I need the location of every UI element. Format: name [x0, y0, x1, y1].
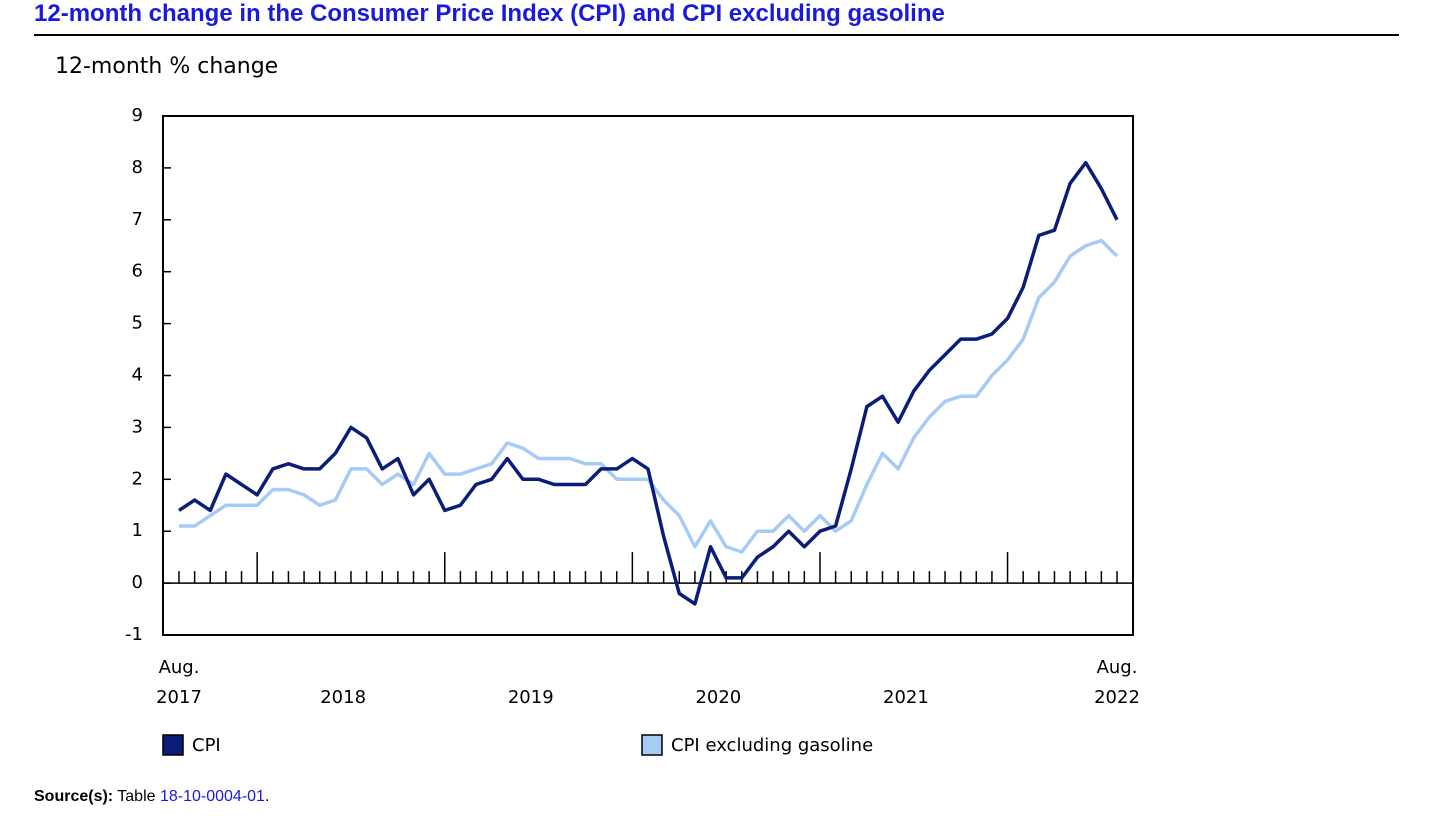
- y-tick-label: 5: [132, 313, 143, 334]
- y-tick-label: 7: [132, 209, 143, 230]
- legend-swatch: [641, 734, 663, 756]
- y-tick-label: 9: [132, 105, 143, 126]
- x-tick-label: 2017: [156, 687, 202, 708]
- legend-swatch: [162, 734, 184, 756]
- y-tick-label: -1: [125, 624, 143, 645]
- y-tick-label: 1: [132, 520, 143, 541]
- source-link[interactable]: 18-10-0004-01: [159, 788, 265, 805]
- x-tick-label: 2019: [508, 687, 554, 708]
- y-tick-label: 6: [132, 261, 143, 282]
- x-tick-label: Aug.: [159, 657, 200, 678]
- x-tick-label: 2020: [695, 687, 741, 708]
- y-tick-label: 2: [132, 468, 143, 489]
- source-end: .: [264, 788, 270, 805]
- x-tick-label: 2022: [1094, 687, 1140, 708]
- chart: 12-month % change -1 0 1 2 3 4 5 6 7 8 9 Aug. 2017 20…: [55, 54, 1140, 756]
- source-text: Table: [117, 788, 156, 805]
- legend-label: CPI: [192, 735, 221, 756]
- line-series: [178, 160, 1119, 606]
- y-axis-label: 12-month % change: [55, 54, 278, 79]
- x-tick-label: 2021: [883, 687, 929, 708]
- plot-frame: [162, 115, 1134, 636]
- x-tick-label: 2018: [320, 687, 366, 708]
- source-label: Source(s):: [34, 788, 114, 805]
- x-tick-label: Aug.: [1097, 657, 1138, 678]
- source: Source(s): Table 18-10-0004-01.: [34, 788, 269, 806]
- y-tick-label: 4: [132, 365, 143, 386]
- chart-title: 12-month change in the Consumer Price In…: [34, 0, 945, 27]
- y-tick-label: 0: [132, 572, 143, 593]
- title-rule: [34, 34, 1399, 36]
- line-series: [179, 238, 1119, 554]
- legend-label: CPI excluding gasoline: [671, 735, 873, 756]
- y-tick-label: 8: [132, 157, 143, 178]
- y-tick-label: 3: [132, 416, 143, 437]
